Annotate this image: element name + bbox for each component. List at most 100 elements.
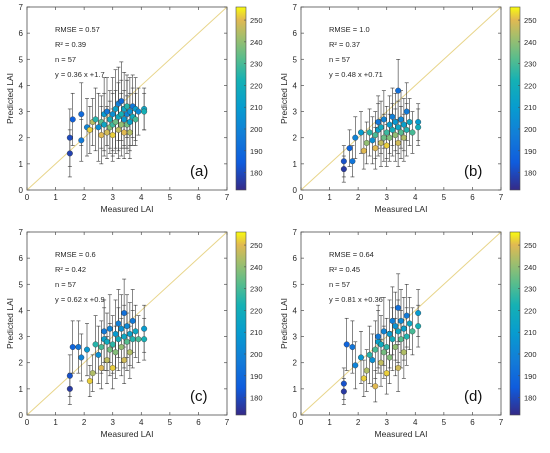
data-point — [126, 108, 133, 115]
data-point — [409, 328, 416, 335]
data-point — [375, 333, 382, 340]
colorbar-tick-label: 200 — [524, 350, 537, 359]
data-point — [112, 119, 119, 126]
data-point — [69, 344, 76, 351]
data-point — [378, 124, 385, 131]
data-point — [378, 359, 385, 366]
x-axis-label: Measured LAI — [375, 429, 428, 439]
data-point — [340, 166, 347, 173]
data-point — [121, 310, 128, 317]
data-point — [403, 312, 410, 319]
chart-panel-c: 0 1 2 3 4 5 6 7 0 1 2 3 4 5 6 7 Measured LAI Predicted LA… — [5, 228, 263, 439]
data-point — [115, 126, 122, 133]
y-tick-label: 5 — [19, 280, 24, 289]
y-tick-label: 2 — [19, 359, 24, 368]
x-tick-label: 7 — [225, 193, 230, 202]
colorbar-tick-label: 240 — [250, 263, 263, 272]
stats-line-1: RMSE = 0.64 — [329, 250, 374, 259]
data-point — [89, 370, 96, 377]
y-tick-label: 1 — [19, 160, 24, 169]
data-point — [132, 116, 139, 123]
colorbar-tick-label: 200 — [524, 125, 537, 134]
data-point — [83, 346, 90, 353]
data-point — [380, 349, 387, 356]
stats-line-4: y = 0.36 x +1.7 — [55, 70, 105, 79]
data-point — [123, 323, 130, 330]
colorbar-tick-label: 220 — [524, 306, 537, 315]
y-tick-label: 4 — [19, 306, 24, 315]
data-point — [109, 111, 116, 118]
data-point — [406, 320, 413, 327]
data-point — [66, 372, 73, 379]
colorbar-tick-label: 240 — [524, 263, 537, 272]
data-point — [135, 108, 142, 115]
data-point — [400, 134, 407, 141]
x-tick-label: 0 — [299, 193, 304, 202]
data-point — [118, 111, 125, 118]
data-point — [103, 108, 110, 115]
data-point — [383, 142, 390, 149]
data-point — [395, 139, 402, 146]
x-tick-label: 6 — [470, 193, 475, 202]
colorbar-tick-label: 230 — [250, 60, 263, 69]
data-point — [118, 121, 125, 128]
data-point — [360, 147, 367, 154]
x-tick-label: 0 — [25, 418, 30, 427]
stats-line-4: y = 0.81 x +0.36 — [329, 295, 383, 304]
data-point — [121, 116, 128, 123]
data-point — [375, 119, 382, 126]
stats-line-2: R² = 0.45 — [329, 265, 360, 274]
colorbar-tick-label: 180 — [524, 169, 537, 178]
colorbar-tick-label: 200 — [250, 350, 263, 359]
data-point — [103, 357, 110, 364]
x-tick-label: 1 — [53, 193, 58, 202]
stats-line-4: y = 0.48 x +0.71 — [329, 70, 383, 79]
y-tick-label: 7 — [293, 3, 298, 12]
colorbar — [509, 6, 521, 191]
data-point — [400, 121, 407, 128]
data-point — [352, 134, 359, 141]
colorbar-tick-label: 220 — [250, 306, 263, 315]
data-point — [392, 323, 399, 330]
data-point — [141, 325, 148, 332]
stats-line-2: R² = 0.42 — [55, 265, 86, 274]
y-tick-label: 5 — [19, 55, 24, 64]
data-point — [109, 341, 116, 348]
data-point — [86, 126, 93, 133]
data-point — [141, 108, 148, 115]
data-point — [346, 145, 353, 152]
y-tick-label: 4 — [19, 81, 24, 90]
y-tick-label: 0 — [19, 186, 24, 195]
data-point — [126, 349, 133, 356]
data-point — [358, 129, 365, 136]
data-point — [109, 364, 116, 371]
x-tick-label: 3 — [110, 193, 115, 202]
colorbar-tick-label: 210 — [250, 103, 263, 112]
colorbar-tick-label: 230 — [250, 285, 263, 294]
data-point — [372, 132, 379, 139]
data-point — [112, 349, 119, 356]
panel-label: (a) — [190, 163, 208, 180]
x-axis-label: Measured LAI — [375, 204, 428, 214]
data-point — [132, 328, 139, 335]
x-tick-label: 4 — [139, 193, 144, 202]
data-point — [78, 137, 85, 144]
y-tick-label: 5 — [293, 55, 298, 64]
data-point — [378, 139, 385, 146]
data-point — [92, 341, 99, 348]
y-axis-label: Predicted LAI — [5, 298, 15, 349]
data-point — [378, 341, 385, 348]
colorbar-tick-label: 230 — [524, 60, 537, 69]
data-point — [398, 116, 405, 123]
stats-line-2: R² = 0.37 — [329, 40, 360, 49]
data-point — [123, 338, 130, 345]
data-point — [395, 364, 402, 371]
x-tick-label: 0 — [25, 193, 30, 202]
x-tick-label: 6 — [196, 418, 201, 427]
data-point — [343, 341, 350, 348]
x-tick-label: 1 — [327, 418, 332, 427]
stats-line-1: RMSE = 1.0 — [329, 25, 370, 34]
data-point — [101, 328, 108, 335]
y-axis-label: Predicted LAI — [5, 73, 15, 124]
